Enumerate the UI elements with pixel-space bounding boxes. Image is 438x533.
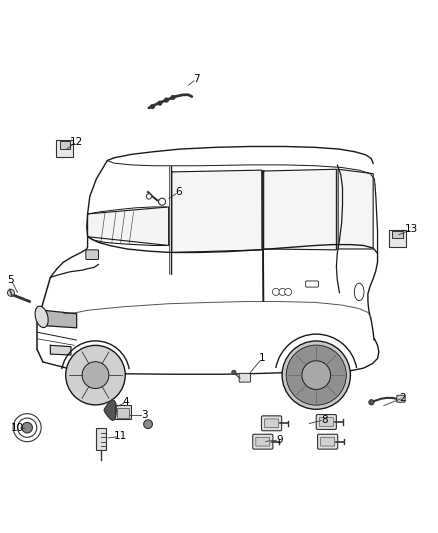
Text: 6: 6 (175, 187, 182, 197)
Circle shape (146, 194, 152, 199)
Polygon shape (88, 207, 169, 246)
Circle shape (369, 400, 374, 405)
Text: 12: 12 (70, 136, 83, 147)
Circle shape (302, 361, 331, 390)
Text: 11: 11 (114, 431, 127, 441)
Circle shape (144, 420, 152, 429)
Circle shape (272, 288, 279, 295)
FancyBboxPatch shape (115, 405, 131, 419)
FancyBboxPatch shape (316, 415, 336, 430)
Circle shape (159, 198, 166, 205)
Circle shape (282, 341, 350, 409)
FancyBboxPatch shape (256, 437, 270, 446)
Polygon shape (104, 400, 117, 420)
Circle shape (22, 423, 32, 433)
Circle shape (279, 288, 286, 295)
Text: 9: 9 (276, 435, 283, 445)
FancyBboxPatch shape (56, 140, 74, 157)
Circle shape (150, 104, 155, 109)
Circle shape (13, 414, 41, 442)
Circle shape (171, 95, 175, 100)
Polygon shape (50, 345, 71, 355)
Text: 13: 13 (405, 224, 418, 235)
FancyBboxPatch shape (60, 141, 70, 149)
Ellipse shape (354, 283, 364, 301)
Circle shape (82, 362, 109, 389)
Text: 2: 2 (399, 393, 406, 403)
Ellipse shape (35, 306, 48, 328)
Circle shape (285, 288, 292, 295)
Text: 3: 3 (141, 410, 148, 421)
Polygon shape (338, 169, 373, 249)
Circle shape (18, 418, 37, 437)
Circle shape (158, 101, 162, 106)
Polygon shape (172, 170, 262, 253)
Text: 5: 5 (7, 274, 14, 285)
Circle shape (66, 345, 125, 405)
Text: 10: 10 (11, 423, 24, 433)
FancyBboxPatch shape (318, 434, 338, 449)
FancyBboxPatch shape (253, 434, 273, 449)
Text: 7: 7 (193, 74, 200, 84)
Text: 4: 4 (123, 397, 130, 407)
FancyBboxPatch shape (319, 418, 333, 426)
FancyBboxPatch shape (96, 428, 106, 450)
Circle shape (286, 345, 346, 405)
Polygon shape (44, 310, 77, 328)
FancyBboxPatch shape (397, 395, 405, 402)
FancyBboxPatch shape (261, 416, 282, 431)
Circle shape (7, 289, 14, 296)
Polygon shape (264, 169, 336, 250)
FancyBboxPatch shape (86, 250, 99, 260)
FancyBboxPatch shape (306, 281, 318, 287)
FancyBboxPatch shape (117, 408, 129, 418)
Circle shape (164, 98, 169, 102)
FancyBboxPatch shape (389, 230, 406, 247)
FancyBboxPatch shape (239, 374, 251, 382)
Text: 8: 8 (321, 415, 328, 425)
Text: 1: 1 (258, 353, 265, 364)
FancyBboxPatch shape (392, 231, 403, 238)
FancyBboxPatch shape (265, 419, 279, 427)
Circle shape (232, 370, 236, 375)
FancyBboxPatch shape (321, 437, 335, 446)
